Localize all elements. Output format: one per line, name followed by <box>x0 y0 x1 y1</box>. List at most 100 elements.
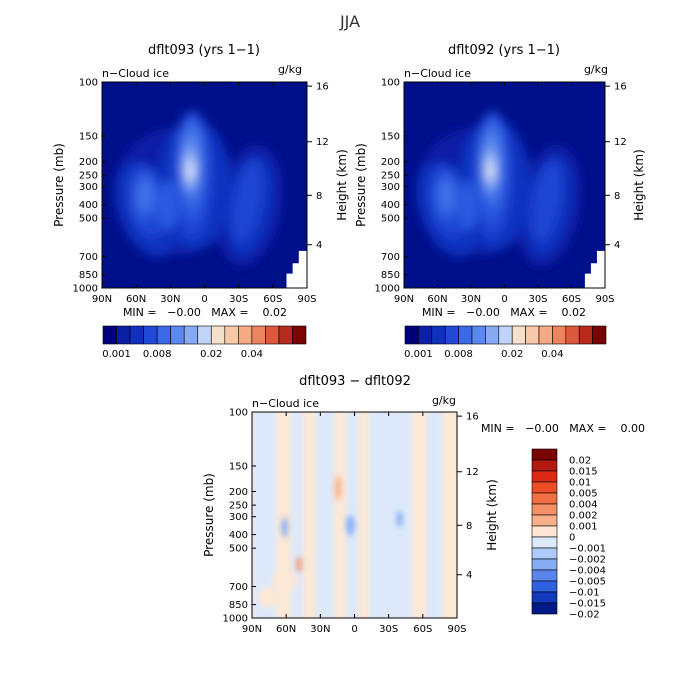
colorbar-swatch <box>531 602 558 615</box>
y-tick-label: 850 <box>381 270 400 281</box>
colorbar-label: −0.001 <box>569 544 606 555</box>
y-tick-label: 1000 <box>375 284 400 295</box>
colorbar-swatch <box>592 325 607 345</box>
anomaly-spot <box>346 515 355 536</box>
panel-a-corner-right: g/kg <box>278 63 302 76</box>
colorbar-swatch <box>197 325 212 345</box>
x-tick-label: 30N <box>310 624 330 635</box>
x-tick-label: 90S <box>297 294 316 305</box>
anomaly-spot <box>335 475 342 501</box>
x-tick-label: 60S <box>562 294 581 305</box>
field-contours <box>415 110 583 267</box>
negative-band <box>346 412 359 618</box>
colorbar-swatch <box>238 325 253 345</box>
x-tick-label: 0 <box>501 294 507 305</box>
contour-blob <box>438 178 455 212</box>
x-tick-label: 60N <box>126 294 146 305</box>
colorbar-swatch <box>531 448 558 461</box>
negative-bands <box>252 412 443 618</box>
colorbar-label: 0.001 <box>569 522 598 533</box>
colorbar-swatch <box>498 325 513 345</box>
x-tick-label: 30N <box>461 294 481 305</box>
colorbar-swatch <box>251 325 266 345</box>
colorbar-label: 0.001 <box>404 349 433 360</box>
negative-band <box>368 412 412 618</box>
colorbar-swatch <box>511 325 526 345</box>
panel-b: dflt092 (yrs 1−1) n−Cloud ice g/kg 90N 60… <box>354 43 646 360</box>
y-right-tick-label: 8 <box>466 521 472 532</box>
y-tick-label: 100 <box>381 78 400 89</box>
anomaly-spot <box>396 510 403 528</box>
y-tick-label: 400 <box>229 530 248 541</box>
y-right-tick-label: 16 <box>466 412 479 423</box>
panel-b-corner-right: g/kg <box>584 63 608 76</box>
y-tick-label: 700 <box>381 252 400 263</box>
y-tick-label: 250 <box>79 171 98 182</box>
colorbar-swatch <box>538 325 553 345</box>
x-tick-label: 60S <box>263 294 282 305</box>
y-tick-label: 1000 <box>73 284 98 295</box>
x-tick-label: 0 <box>351 624 357 635</box>
colorbar-swatch <box>531 591 558 604</box>
y-tick-label: 200 <box>229 487 248 498</box>
x-tick-label: 60N <box>427 294 447 305</box>
colorbar-label: 0.001 <box>102 349 131 360</box>
colorbar-label: 0.04 <box>541 349 563 360</box>
colorbar-label: −0.02 <box>569 610 600 621</box>
contour-blob <box>136 178 154 212</box>
y-right-tick-label: 12 <box>316 137 329 148</box>
colorbar-label: −0.015 <box>569 599 606 610</box>
panel-a-stats: MIN = −0.00 MAX = 0.02 <box>123 306 287 319</box>
colorbar-label: −0.01 <box>569 588 600 599</box>
negative-band <box>252 412 277 618</box>
colorbar-swatch <box>404 325 419 345</box>
colorbar-label: −0.002 <box>569 555 606 566</box>
colorbar-swatch <box>102 325 117 345</box>
colorbar-swatch <box>431 325 446 345</box>
colorbar-swatch <box>265 325 280 345</box>
contour-blob <box>231 160 264 243</box>
colorbar-label: 0.002 <box>569 511 598 522</box>
panel-c-title: dflt093 − dflt092 <box>299 374 411 389</box>
panel-c-ylabel-right: Height (km) <box>485 479 499 550</box>
colorbar-swatch <box>531 470 558 483</box>
panel-b-plot <box>404 82 605 288</box>
colorbar-swatch <box>156 325 171 345</box>
y-tick-label: 400 <box>381 200 400 211</box>
panel-b-corner-left: n−Cloud ice <box>404 67 471 80</box>
x-tick-label: 30S <box>229 294 248 305</box>
colorbar-label: 0.04 <box>241 349 263 360</box>
colorbar-swatch <box>578 325 593 345</box>
panel-b-title: dflt092 (yrs 1−1) <box>448 43 560 58</box>
y-right-tick-label: 4 <box>466 570 472 581</box>
colorbar-label: 0.008 <box>143 349 172 360</box>
colorbar-swatch <box>531 514 558 527</box>
panel-a: dflt093 (yrs 1−1) n−Cloud ice g/kg 90N 60… <box>52 43 349 360</box>
y-tick-label: 300 <box>381 182 400 193</box>
panel-c: dflt093 − dflt092 n−Cloud ice g/kg 90N 60… <box>202 374 645 635</box>
y-right-tick-label: 4 <box>316 240 322 251</box>
colorbar-label: 0.02 <box>501 349 523 360</box>
y-tick-label: 500 <box>229 544 248 555</box>
contour-blob <box>531 160 563 243</box>
colorbar-label: 0.005 <box>569 489 598 500</box>
panel-a-ylabel: Pressure (mb) <box>52 143 66 227</box>
x-tick-label: 90S <box>595 294 614 305</box>
x-tick-label: 30S <box>379 624 398 635</box>
negative-band <box>315 412 334 618</box>
colorbar-label: 0.02 <box>200 349 222 360</box>
x-tick-label: 90N <box>394 294 414 305</box>
colorbar-swatch <box>531 580 558 593</box>
y-tick-label: 150 <box>381 131 400 142</box>
colorbar-swatch <box>418 325 433 345</box>
colorbar-swatch <box>458 325 473 345</box>
colorbar-swatch <box>531 459 558 472</box>
y-tick-label: 700 <box>79 252 98 263</box>
panel-c-plot <box>252 412 457 618</box>
colorbar-swatch <box>552 325 567 345</box>
panel-b-ylabel-right: Height (km) <box>632 149 646 220</box>
